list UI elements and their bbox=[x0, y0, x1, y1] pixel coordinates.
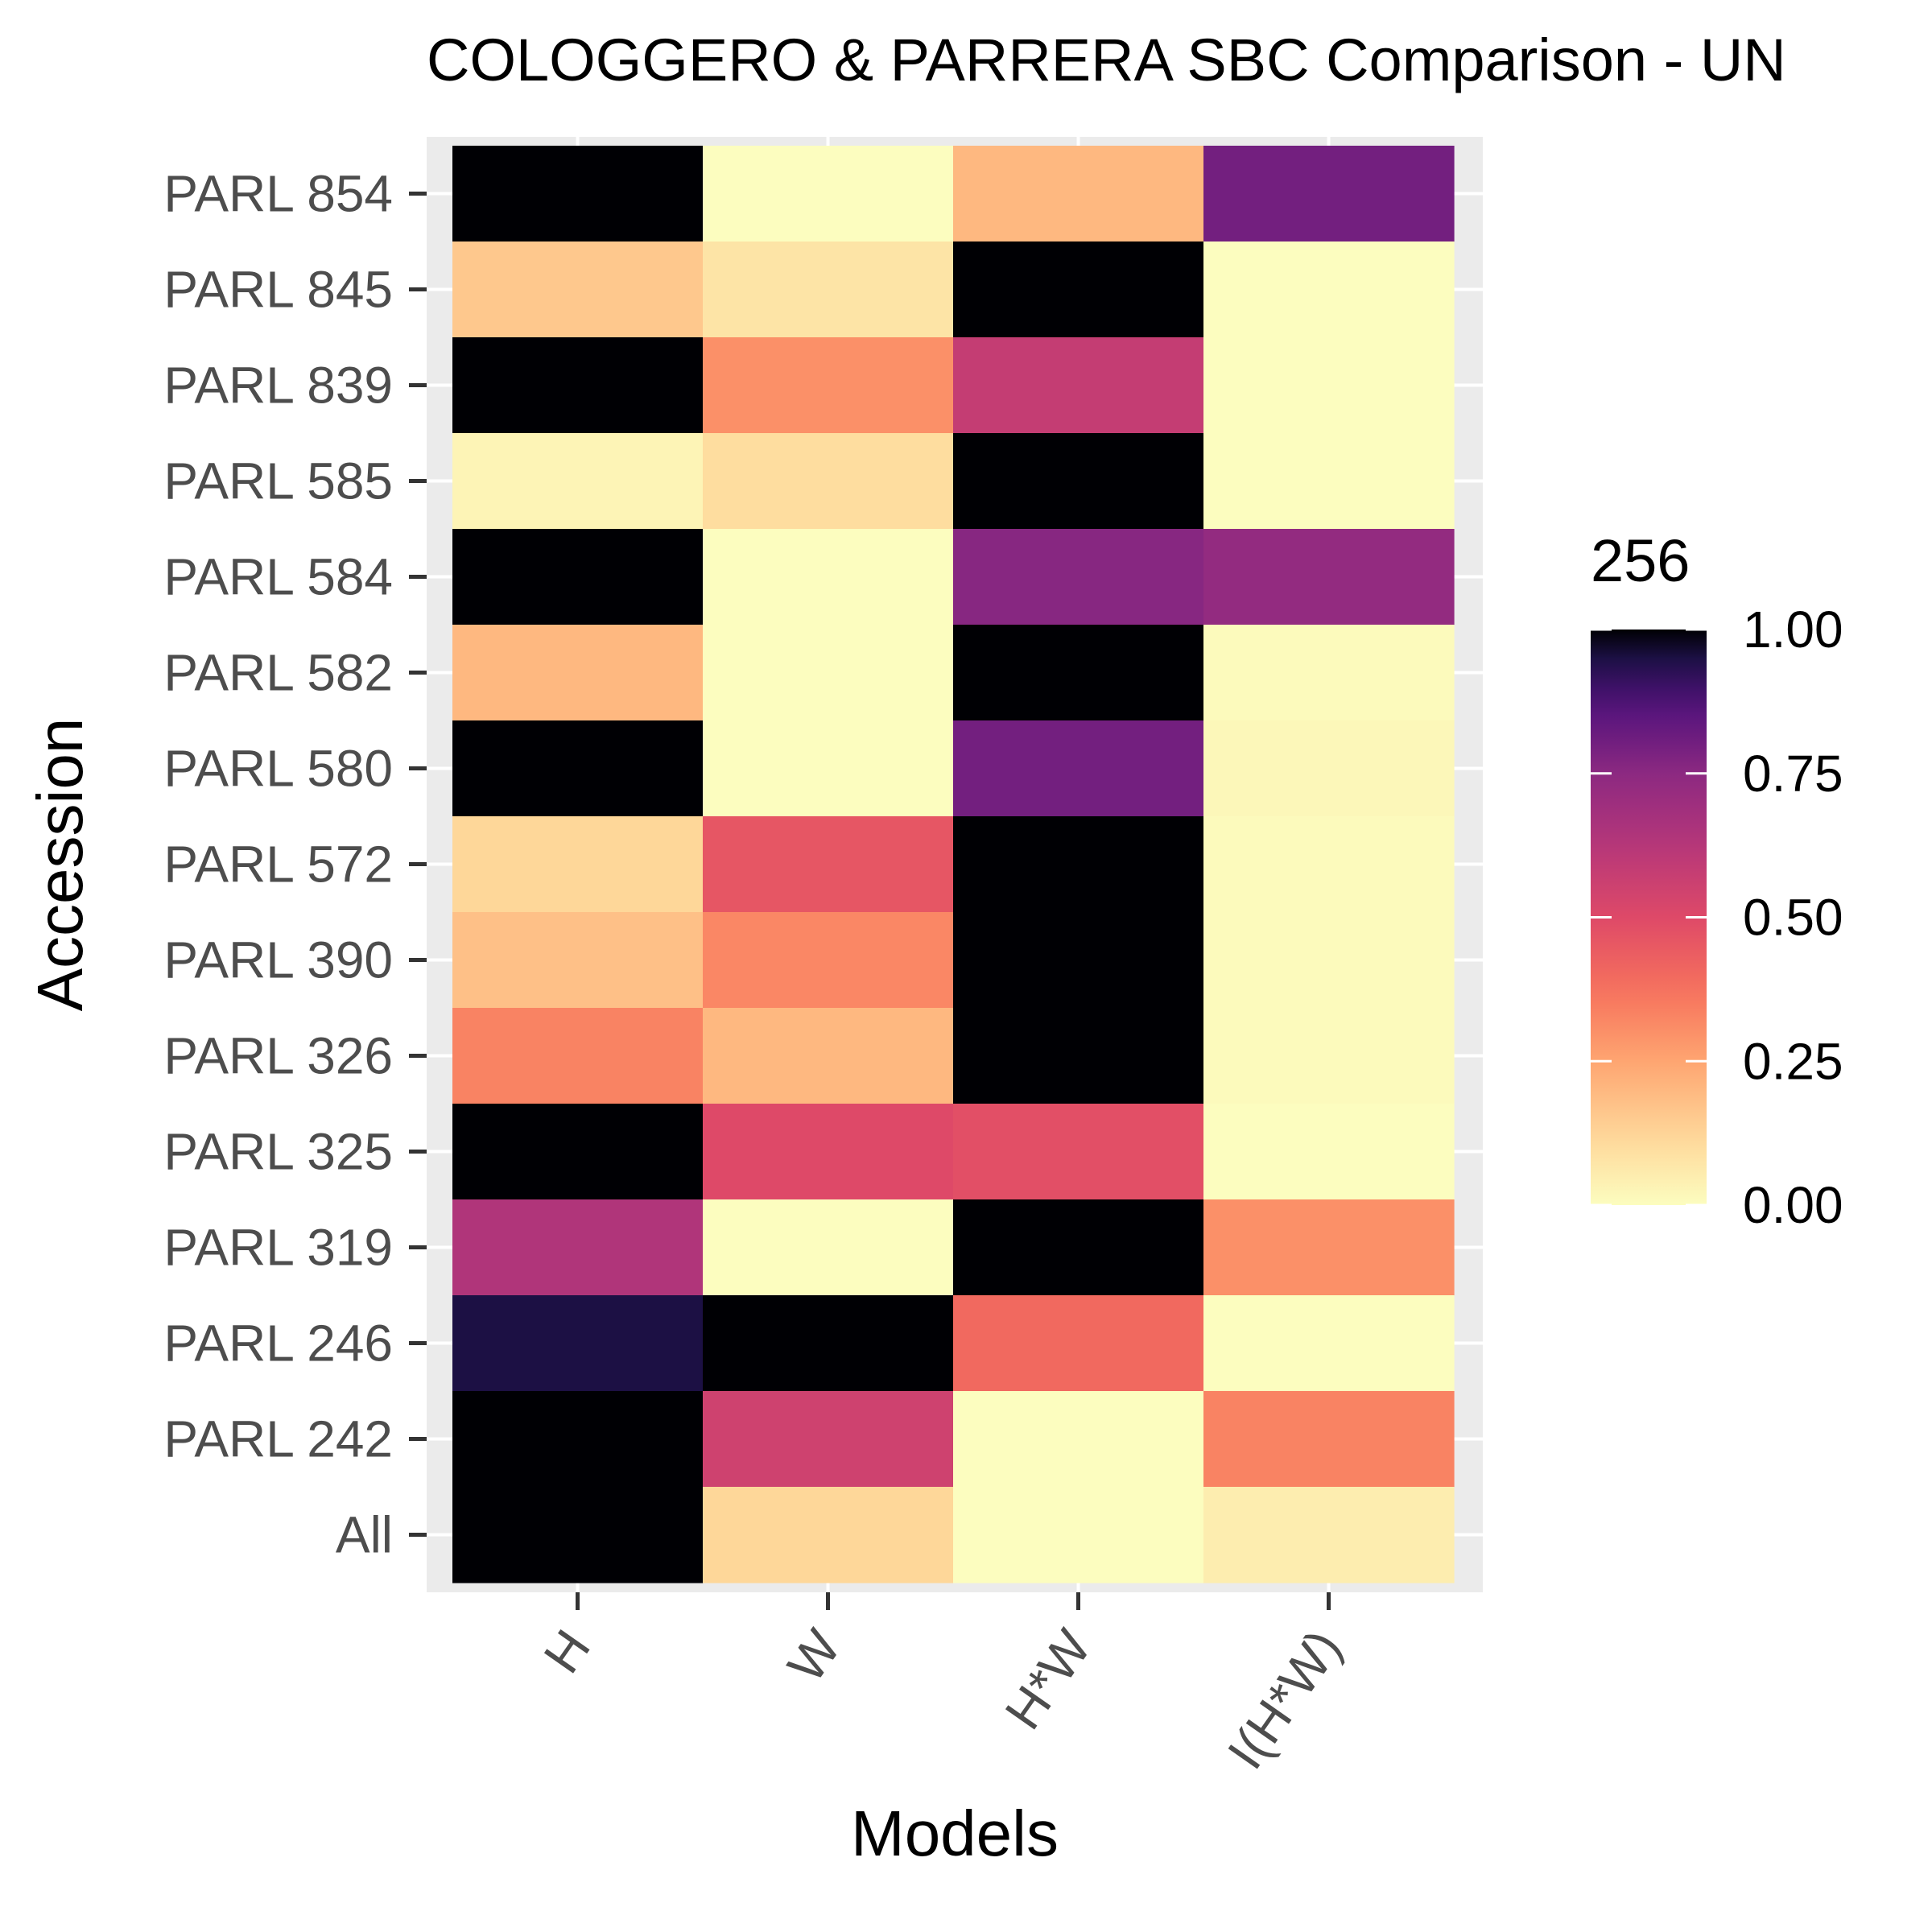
x-tick-label: H*W bbox=[994, 1619, 1103, 1740]
heatmap-cell bbox=[452, 146, 704, 242]
y-tick-label: PARL 580 bbox=[163, 740, 393, 798]
y-tick-label: PARL 319 bbox=[163, 1219, 393, 1277]
heatmap-cell bbox=[1203, 242, 1455, 338]
heatmap-cell bbox=[1203, 1295, 1455, 1392]
y-tick-label: All bbox=[336, 1506, 393, 1564]
y-tick-label: PARL 839 bbox=[163, 357, 393, 415]
y-tick-label: PARL 854 bbox=[163, 165, 393, 223]
x-tick-label: I(H*W) bbox=[1216, 1620, 1352, 1780]
heatmap-cell bbox=[452, 529, 704, 625]
legend-tick-label: 0.75 bbox=[1743, 745, 1843, 803]
heatmap-cell bbox=[452, 816, 704, 913]
heatmap-cell bbox=[703, 1104, 954, 1200]
y-tick-label: PARL 246 bbox=[163, 1315, 393, 1373]
heatmap-cell bbox=[703, 242, 954, 338]
legend-tick-label: 0.25 bbox=[1743, 1032, 1843, 1090]
heatmap-cell bbox=[703, 337, 954, 434]
heatmap-cell bbox=[953, 529, 1204, 625]
heatmap-cell bbox=[703, 1391, 954, 1488]
heatmap-cell bbox=[452, 337, 704, 434]
y-tick-label: PARL 584 bbox=[163, 548, 393, 606]
heatmap-cell bbox=[703, 529, 954, 625]
legend-tick-label: 0.50 bbox=[1743, 889, 1843, 947]
heatmap-cell bbox=[1203, 529, 1455, 625]
heatmap-cell bbox=[703, 816, 954, 913]
heatmap-cell bbox=[1203, 1487, 1455, 1583]
heatmap-cell bbox=[703, 433, 954, 530]
heatmap-cell bbox=[1203, 146, 1455, 242]
heatmap-cell bbox=[1203, 1199, 1455, 1296]
legend-tick-label: 0.00 bbox=[1743, 1176, 1843, 1234]
heatmap-cell bbox=[1203, 912, 1455, 1009]
heatmap-cell bbox=[703, 912, 954, 1009]
heatmap-cell bbox=[703, 146, 954, 242]
heatmap-cell bbox=[953, 146, 1204, 242]
heatmap-cell bbox=[953, 1487, 1204, 1583]
heatmap-cell bbox=[953, 433, 1204, 530]
heatmap-cell bbox=[452, 625, 704, 721]
heatmap-cell bbox=[1203, 433, 1455, 530]
heatmap-cell bbox=[703, 720, 954, 817]
y-tick-label: PARL 585 bbox=[163, 452, 393, 510]
heatmap-cell bbox=[452, 912, 704, 1009]
heatmap-cell bbox=[953, 242, 1204, 338]
y-axis: PARL 854 PARL 845 PARL 839 PARL 585 PARL 584… bbox=[163, 165, 427, 1564]
heatmap-cell bbox=[452, 1104, 704, 1200]
heatmap-cell bbox=[953, 912, 1204, 1009]
heatmap-cells bbox=[452, 146, 1455, 1583]
heatmap-cell bbox=[703, 625, 954, 721]
heatmap-cell bbox=[953, 1104, 1204, 1200]
heatmap-cell bbox=[452, 242, 704, 338]
heatmap-cell bbox=[953, 337, 1204, 434]
heatmap-cell bbox=[452, 433, 704, 530]
color-legend: 256 0.00 0.25 0.50 0.75 1.00 bbox=[1591, 527, 1843, 1234]
heatmap-cell bbox=[703, 1487, 954, 1583]
x-tick-label: H bbox=[532, 1620, 601, 1683]
heatmap-cell bbox=[953, 1199, 1204, 1296]
y-tick-label: PARL 572 bbox=[163, 836, 393, 894]
heatmap-cell bbox=[953, 1295, 1204, 1392]
heatmap-cell bbox=[953, 720, 1204, 817]
heatmap-cell bbox=[1203, 816, 1455, 913]
heatmap-cell bbox=[452, 1391, 704, 1488]
heatmap-cell bbox=[452, 1008, 704, 1104]
legend-title: 256 bbox=[1591, 527, 1690, 594]
chart-title: COLOGGERO & PARRERA SBC Comparison - UN bbox=[427, 27, 1786, 93]
heatmap-cell bbox=[1203, 337, 1455, 434]
x-axis-title: Models bbox=[851, 1798, 1059, 1869]
heatmap-cell bbox=[452, 1199, 704, 1296]
x-axis: H W H*W I(H*W) bbox=[532, 1592, 1352, 1779]
heatmap-cell bbox=[953, 1391, 1204, 1488]
heatmap-cell bbox=[1203, 625, 1455, 721]
heatmap-cell bbox=[1203, 1008, 1455, 1104]
heatmap-cell bbox=[1203, 720, 1455, 817]
legend-ticks: 0.00 0.25 0.50 0.75 1.00 bbox=[1591, 601, 1843, 1234]
y-tick-label: PARL 845 bbox=[163, 261, 393, 319]
legend-tick-label: 1.00 bbox=[1743, 601, 1843, 658]
heatmap-cell bbox=[452, 720, 704, 817]
y-tick-label: PARL 582 bbox=[163, 644, 393, 702]
y-tick-label: PARL 326 bbox=[163, 1027, 393, 1085]
heatmap-cell bbox=[953, 625, 1204, 721]
y-tick-label: PARL 390 bbox=[163, 931, 393, 989]
y-axis-title: Accession bbox=[24, 718, 96, 1012]
heatmap-cell bbox=[953, 816, 1204, 913]
heatmap-cell bbox=[703, 1008, 954, 1104]
y-tick-label: PARL 242 bbox=[163, 1410, 393, 1468]
heatmap-cell bbox=[953, 1008, 1204, 1104]
heatmap-cell bbox=[452, 1487, 704, 1583]
heatmap-cell bbox=[1203, 1104, 1455, 1200]
heatmap-cell bbox=[703, 1199, 954, 1296]
heatmap-cell bbox=[452, 1295, 704, 1392]
heatmap-cell bbox=[703, 1295, 954, 1392]
heatmap-cell bbox=[1203, 1391, 1455, 1488]
y-tick-label: PARL 325 bbox=[163, 1123, 393, 1181]
x-tick-label: W bbox=[776, 1619, 852, 1692]
